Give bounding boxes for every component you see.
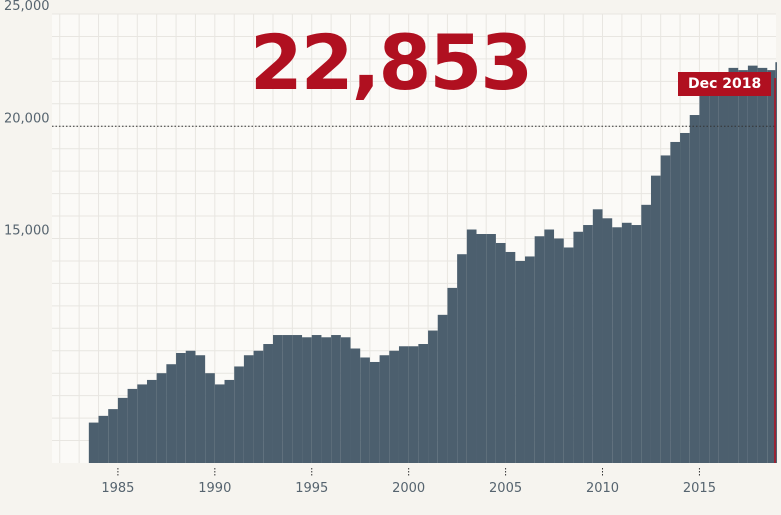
bar <box>205 373 215 463</box>
bar <box>621 222 632 463</box>
bar <box>728 67 739 463</box>
bar <box>660 155 671 463</box>
bar <box>195 355 206 463</box>
bar <box>282 335 293 463</box>
bar <box>369 361 380 463</box>
bar <box>515 260 525 463</box>
x-tick-label: 2010 <box>586 481 619 496</box>
bar <box>234 366 244 463</box>
bar <box>641 204 651 463</box>
bar <box>563 247 574 463</box>
bar <box>476 234 487 463</box>
bar <box>156 373 167 463</box>
bar <box>583 225 593 463</box>
bar <box>689 115 700 464</box>
bar <box>418 344 429 463</box>
bar <box>428 330 438 463</box>
bar <box>775 62 777 464</box>
x-tick-label: 1985 <box>101 481 134 496</box>
bar <box>466 229 477 463</box>
bar <box>709 90 719 463</box>
bar <box>457 254 467 463</box>
bar <box>408 346 419 463</box>
bar <box>554 238 564 463</box>
bar <box>534 236 545 463</box>
bar <box>718 79 729 463</box>
bar <box>302 337 312 463</box>
bar <box>214 384 225 463</box>
bar <box>146 379 157 463</box>
bar <box>495 242 506 463</box>
bar <box>243 355 254 463</box>
bar <box>331 335 341 463</box>
bar <box>127 388 138 463</box>
bar <box>602 218 613 463</box>
bar <box>340 337 351 463</box>
bar <box>117 397 128 463</box>
bar <box>350 348 361 463</box>
bar <box>321 337 332 463</box>
bar <box>88 422 99 463</box>
bar <box>176 352 186 463</box>
bar <box>592 209 603 463</box>
bar <box>524 256 535 463</box>
bar <box>447 287 458 463</box>
bar <box>108 409 118 463</box>
bar <box>699 83 710 463</box>
bar <box>680 132 690 464</box>
bar <box>272 335 283 463</box>
latest-date-badge: Dec 2018 <box>678 72 772 96</box>
x-tick-label: 2015 <box>683 481 716 496</box>
bar <box>137 384 147 463</box>
bar <box>650 175 661 463</box>
bar <box>747 65 758 463</box>
bar <box>670 141 681 463</box>
bar <box>292 335 303 463</box>
x-tick-label: 2000 <box>392 481 425 496</box>
bar <box>738 70 748 463</box>
x-tick-label: 2005 <box>489 481 522 496</box>
bar <box>544 229 555 463</box>
bar <box>360 357 370 463</box>
bar <box>767 70 776 463</box>
x-tick-label: 1990 <box>198 481 231 496</box>
bar <box>505 251 516 463</box>
bar <box>631 225 642 463</box>
bar <box>486 234 496 463</box>
bar <box>437 314 448 463</box>
bar <box>379 355 390 463</box>
y-tick-label: 25,000 <box>4 0 50 14</box>
bar <box>263 344 273 463</box>
y-tick-label: 15,000 <box>4 224 50 239</box>
bar <box>185 350 196 463</box>
bar <box>612 227 622 463</box>
bar <box>311 335 322 463</box>
bar <box>166 364 177 463</box>
bar <box>757 67 768 463</box>
bar <box>398 346 409 463</box>
bar <box>573 231 584 463</box>
y-tick-label: 20,000 <box>4 111 50 126</box>
bar <box>253 350 264 463</box>
bar <box>98 415 109 463</box>
bar <box>224 379 235 463</box>
bar <box>389 350 399 463</box>
x-tick-label: 1995 <box>295 481 328 496</box>
